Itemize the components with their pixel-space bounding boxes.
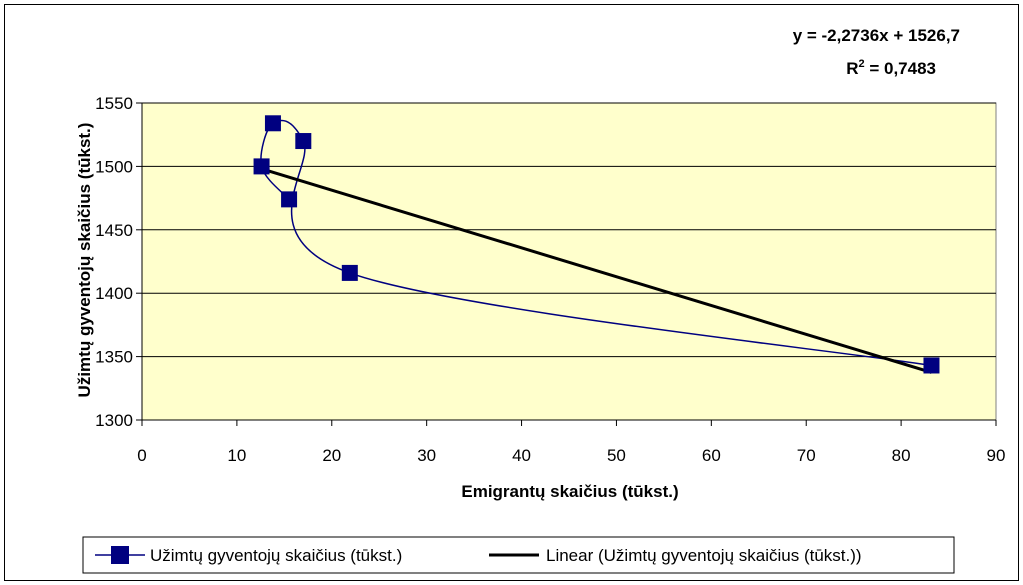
markers-group xyxy=(253,115,940,374)
y-tick-label: 1500 xyxy=(95,157,133,176)
x-axis-title: Emigrantų skaičius (tūkst.) xyxy=(461,482,678,501)
legend-series-label: Užimtų gyventojų skaičius (tūkst.) xyxy=(150,546,402,565)
r-squared-exponent: 2 xyxy=(859,58,865,70)
legend: Užimtų gyventojų skaičius (tūkst.) Linea… xyxy=(82,536,955,574)
data-point-marker xyxy=(264,115,281,132)
data-point-marker xyxy=(923,357,940,374)
trendline xyxy=(261,167,932,374)
legend-series-marker xyxy=(111,546,129,564)
x-tick-label: 0 xyxy=(137,446,146,465)
axes xyxy=(141,103,996,421)
x-tick-label: 10 xyxy=(227,446,246,465)
data-point-marker xyxy=(253,158,270,175)
y-tick-label: 1400 xyxy=(95,284,133,303)
y-tick-label: 1350 xyxy=(95,348,133,367)
y-tick-labels: 1300 1350 1400 1450 1500 1550 xyxy=(95,94,142,430)
r-squared-letter: R xyxy=(846,59,858,78)
r-squared-value: = 0,7483 xyxy=(865,59,936,78)
data-point-marker xyxy=(341,264,358,281)
x-tick-label: 70 xyxy=(797,446,816,465)
x-tick-label: 30 xyxy=(417,446,436,465)
x-tick-label: 20 xyxy=(322,446,341,465)
series-line xyxy=(260,119,932,367)
legend-trendline-label: Linear (Užimtų gyventojų skaičius (tūkst… xyxy=(546,546,862,565)
y-tick-label: 1550 xyxy=(95,94,133,113)
x-tick-label: 40 xyxy=(512,446,531,465)
data-point-marker xyxy=(295,133,312,150)
x-tick-label: 80 xyxy=(892,446,911,465)
trendline-equation: y = -2,2736x + 1526,7 xyxy=(793,26,960,45)
y-tick-label: 1300 xyxy=(95,411,133,430)
trendline-group xyxy=(261,167,932,374)
gridlines xyxy=(142,102,996,358)
data-point-marker xyxy=(281,191,298,208)
x-tick-label: 90 xyxy=(987,446,1006,465)
x-tick-label: 60 xyxy=(702,446,721,465)
r-squared-label: R2 = 0,7483 xyxy=(846,58,936,78)
x-tick-labels: 0 10 20 30 40 50 60 70 80 90 xyxy=(137,420,1005,465)
y-axis-title: Užimtų gyventojų skaičius (tūkst.) xyxy=(75,123,94,398)
series-group xyxy=(260,119,932,367)
y-tick-label: 1450 xyxy=(95,221,133,240)
x-tick-label: 50 xyxy=(607,446,626,465)
